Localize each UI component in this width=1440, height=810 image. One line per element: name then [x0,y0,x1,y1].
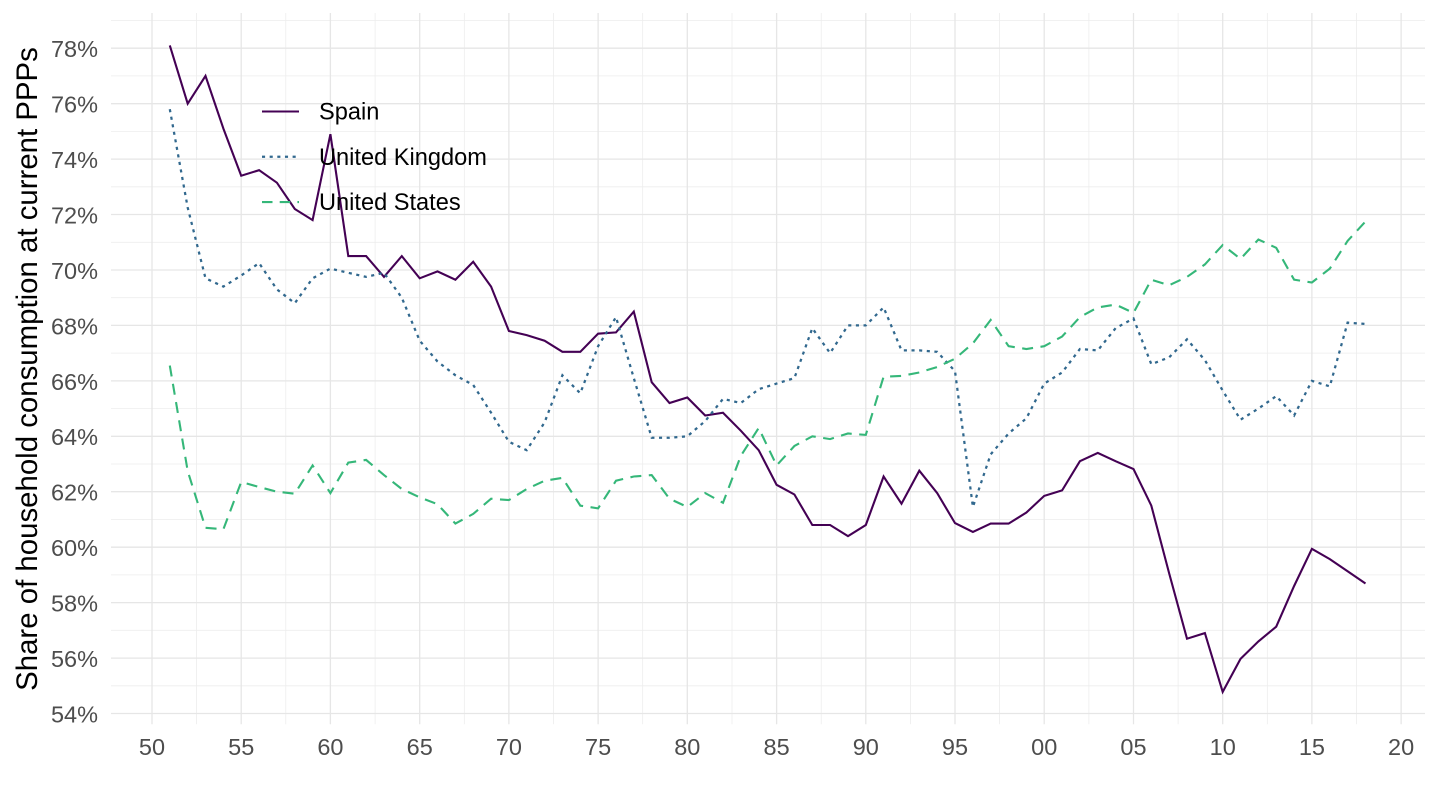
svg-text:75: 75 [585,734,611,760]
svg-text:00: 00 [1031,734,1057,760]
svg-text:80: 80 [674,734,700,760]
svg-text:90: 90 [853,734,879,760]
svg-text:78%: 78% [51,36,98,62]
svg-text:Spain: Spain [319,100,379,126]
svg-text:70%: 70% [51,258,98,284]
svg-text:10: 10 [1210,734,1236,760]
svg-text:05: 05 [1120,734,1146,760]
svg-text:64%: 64% [51,424,98,450]
svg-text:68%: 68% [51,313,98,339]
svg-text:58%: 58% [51,591,98,617]
svg-text:70: 70 [496,734,522,760]
svg-text:United Kingdom: United Kingdom [319,145,487,171]
svg-text:60: 60 [317,734,343,760]
svg-text:United States: United States [319,190,461,216]
svg-text:85: 85 [764,734,790,760]
svg-text:76%: 76% [51,92,98,118]
svg-text:20: 20 [1388,734,1414,760]
svg-text:15: 15 [1299,734,1325,760]
svg-text:95: 95 [942,734,968,760]
svg-text:56%: 56% [51,646,98,672]
svg-text:66%: 66% [51,369,98,395]
svg-text:65: 65 [407,734,433,760]
svg-text:72%: 72% [51,202,98,228]
svg-text:60%: 60% [51,535,98,561]
svg-text:62%: 62% [51,480,98,506]
svg-text:55: 55 [228,734,254,760]
svg-text:74%: 74% [51,147,98,173]
svg-text:50: 50 [139,734,165,760]
svg-text:54%: 54% [51,701,98,727]
svg-text:Share of household consumption: Share of household consumption at curren… [11,47,44,691]
